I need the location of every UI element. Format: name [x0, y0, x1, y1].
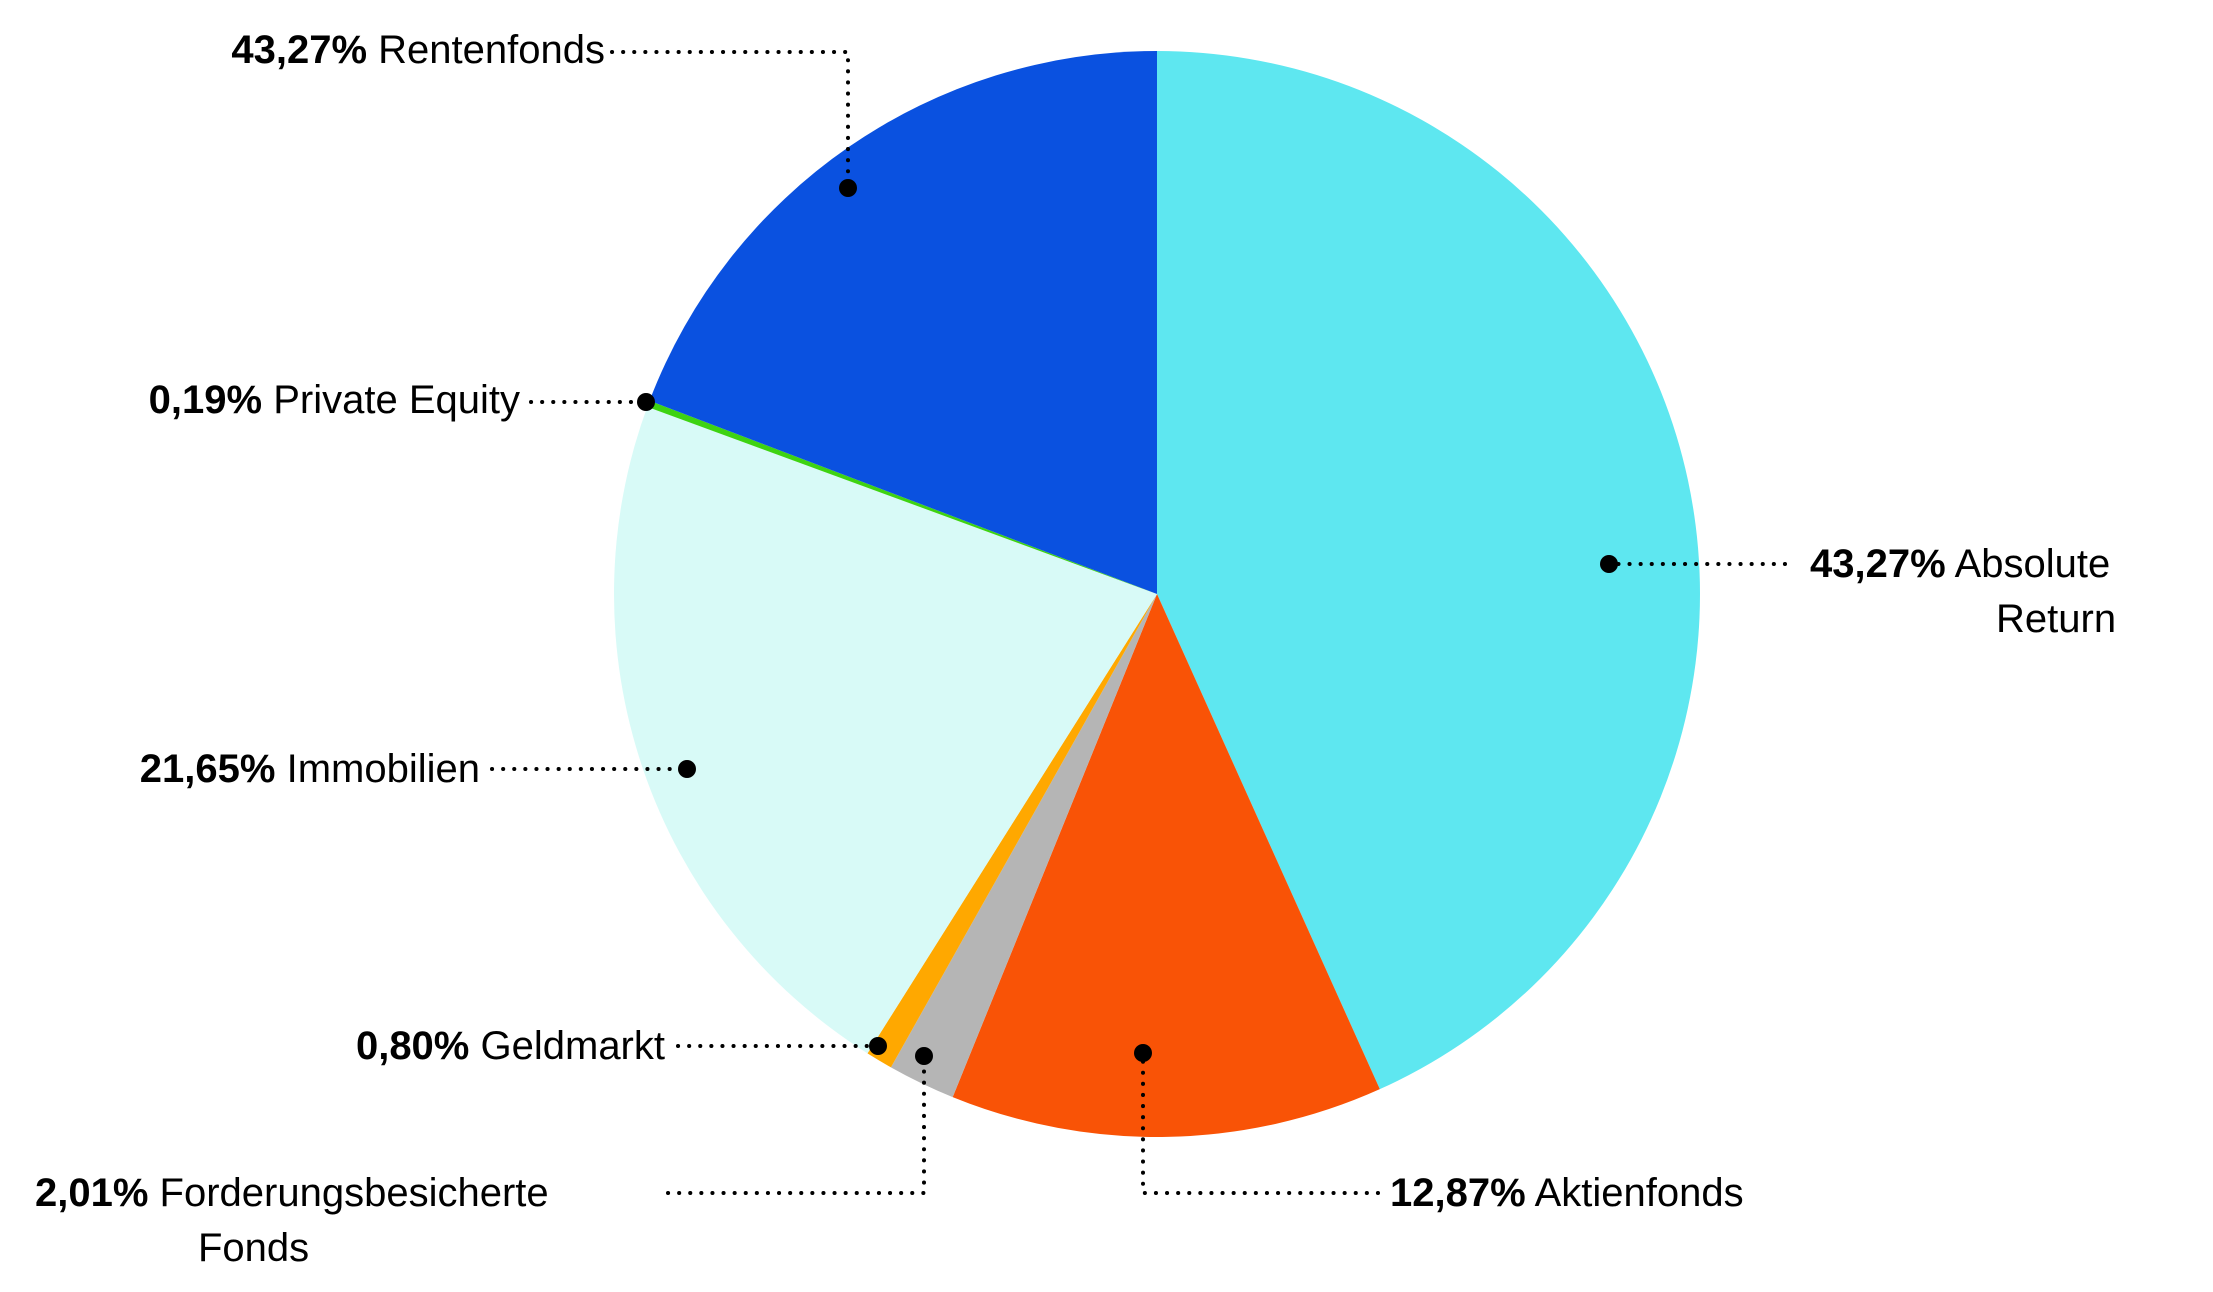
absolute-return-name: Absolute Return — [1954, 542, 2117, 641]
label-aktienfonds: 12,87% Aktienfonds — [1390, 1166, 1910, 1221]
forderungsbesicherte-fonds-percent: 2,01% — [35, 1171, 149, 1215]
aktienfonds-percent: 12,87% — [1390, 1171, 1526, 1215]
private-equity-percent: 0,19% — [148, 378, 263, 422]
pie-slice-immobilien — [614, 406, 1157, 1054]
label-rentenfonds: 43,27% Rentenfonds — [100, 23, 605, 78]
leader-dot-private-equity — [637, 393, 655, 411]
pie-slice-geldmarkt — [867, 594, 1157, 1068]
immobilien-name: Immobilien — [286, 747, 480, 791]
leader-dot-aktienfonds — [1134, 1044, 1152, 1062]
leader-dot-rentenfonds — [839, 179, 857, 197]
leader-line-aktienfonds — [1141, 1051, 1380, 1195]
leader-dot-absolute-return — [1600, 555, 1618, 573]
forderungsbesicherte-fonds-name: Forderungsbesicherte Fonds — [159, 1171, 549, 1270]
immobilien-percent: 21,65% — [139, 747, 276, 791]
absolute-return-percent: 43,27% — [1810, 542, 1946, 586]
aktienfonds-name: Aktienfonds — [1534, 1171, 1744, 1215]
label-private-equity: 0,19% Private Equity — [55, 373, 520, 428]
rentenfonds-percent: 43,27% — [231, 28, 368, 72]
label-forderungsbesicherte-fonds: 2,01% Forderungsbesicherte Fonds — [35, 1166, 598, 1276]
leader-line-forderungsbesicherte-fonds — [666, 1054, 926, 1195]
geldmarkt-percent: 0,80% — [355, 1024, 470, 1068]
private-equity-name: Private Equity — [273, 378, 520, 422]
pie-slice-aktienfonds — [952, 594, 1380, 1137]
pie-slice-rentenfonds — [649, 51, 1157, 594]
leader-dot-immobilien — [678, 760, 696, 778]
leader-dot-geldmarkt — [869, 1037, 887, 1055]
pie-slice-forderungsbesicherte-fonds — [890, 594, 1157, 1098]
pie-slice-private-equity — [647, 400, 1157, 594]
rentenfonds-name: Rentenfonds — [378, 28, 605, 72]
leader-line-rentenfonds — [610, 50, 850, 190]
label-absolute-return: 43,27% Absolute Return — [1810, 537, 2196, 647]
label-immobilien: 21,65% Immobilien — [55, 742, 480, 797]
leader-dot-forderungsbesicherte-fonds — [915, 1047, 933, 1065]
geldmarkt-name: Geldmarkt — [480, 1024, 666, 1068]
label-geldmarkt: 0,80% Geldmarkt — [240, 1019, 665, 1074]
pie-slice-absolute-return — [1157, 51, 1700, 1090]
